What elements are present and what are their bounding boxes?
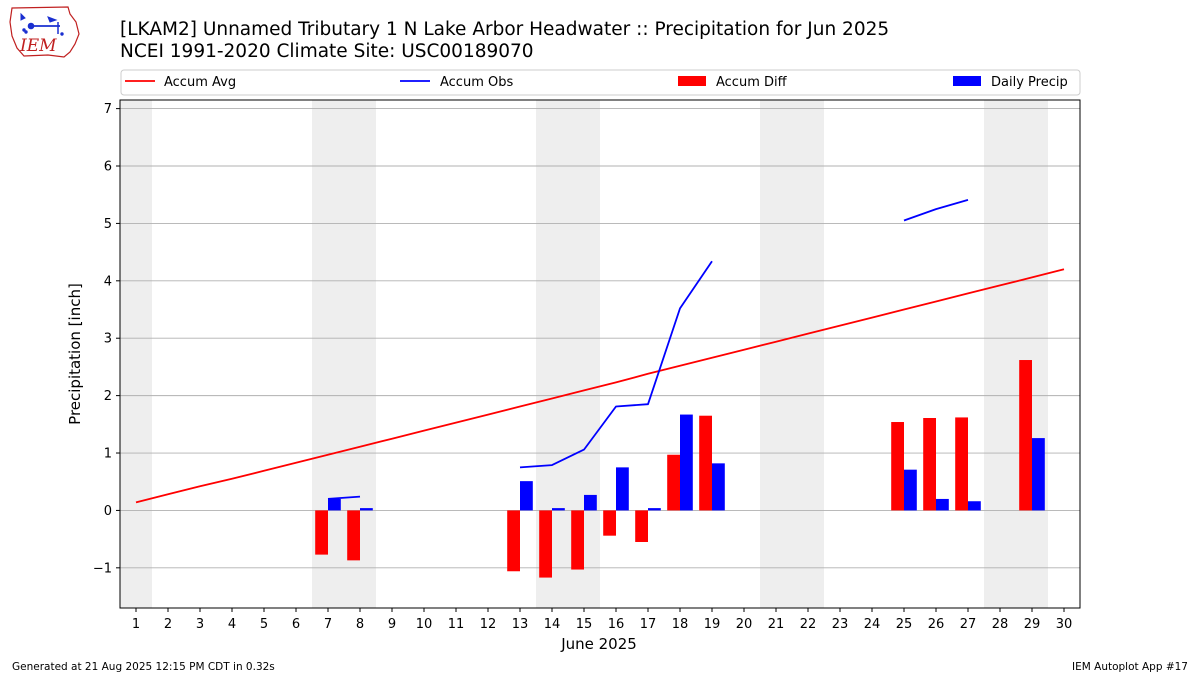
x-tick-label: 18 [672,617,689,632]
x-tick-label: 2 [164,617,172,632]
bar-accum-diff [667,454,680,511]
x-tick-label: 20 [736,617,753,632]
x-tick-label: 6 [292,617,300,632]
weekend-band-0 [120,100,152,608]
y-tick-label: 0 [104,504,112,519]
bar-daily-precip [584,494,597,511]
plot-frame [119,99,1081,609]
legend: Accum Avg Accum Obs Accum Diff Daily Pre… [120,69,1081,96]
bar-daily-precip [552,508,565,511]
iem-logo: IEM [9,6,80,58]
footer-generated: Generated at 21 Aug 2025 12:15 PM CDT in… [12,661,275,673]
bar-daily-precip [616,467,629,511]
x-tick-label: 7 [324,617,332,632]
x-tick-label: 3 [196,617,204,632]
x-tick-label: 17 [640,617,657,632]
bar-daily-precip [680,414,693,511]
x-tick-label: 22 [800,617,817,632]
y-tick-label: −1 [93,561,112,576]
lines [135,199,1065,504]
x-tick-label: 28 [992,617,1009,632]
bar-accum-diff [539,510,552,578]
x-tick-label: 9 [388,617,396,632]
x-tick-label: 21 [768,617,785,632]
legend-label-accum-obs: Accum Obs [440,75,513,90]
y-axis-label: Precipitation [inch] [66,283,84,425]
gridlines [120,108,1080,569]
x-tick-label: 5 [260,617,268,632]
x-tick-label: 8 [356,617,364,632]
bar-accum-diff [603,510,616,536]
x-tick-label: 29 [1024,617,1041,632]
y-tick-label: 4 [104,274,112,289]
x-tick-label: 4 [228,617,236,632]
x-tick-label: 16 [608,617,625,632]
x-axis-ticks: 1 2 3 4 5 6 7 8 9 10 11 12 13 14 15 16 17 18 19 20 21 22 23 24 2… [132,608,1072,632]
bar-accum-diff [923,418,936,511]
legend-swatch-accum-diff [678,76,706,86]
bar-accum-diff [347,510,360,561]
legend-swatch-daily-precip [953,76,981,86]
bar-accum-diff [571,510,584,570]
bar-accum-diff [699,415,712,511]
weekend-band-4 [984,100,1048,608]
y-tick-label: 6 [104,160,112,175]
bar-daily-precip [328,498,341,511]
x-tick-label: 1 [132,617,140,632]
x-tick-label: 26 [928,617,945,632]
y-tick-label: 7 [104,102,112,117]
line-accum-obs [327,199,969,500]
x-tick-label: 13 [512,617,529,632]
bars [315,360,1045,578]
legend-label-accum-diff: Accum Diff [716,75,788,90]
bar-accum-diff [507,510,520,572]
y-tick-label: 1 [104,447,112,462]
weekend-band-3 [760,100,824,608]
bar-daily-precip [968,501,981,511]
bar-accum-diff [635,510,648,542]
bar-accum-diff [955,417,968,511]
x-tick-label: 15 [576,617,593,632]
y-tick-label: 5 [104,217,112,232]
bar-daily-precip [936,498,949,511]
x-tick-label: 14 [544,617,561,632]
legend-box [120,69,1081,96]
bar-accum-diff [315,510,328,555]
x-tick-label: 11 [448,617,465,632]
x-tick-label: 30 [1056,617,1073,632]
x-tick-label: 25 [896,617,913,632]
y-tick-label: 3 [104,332,112,347]
bar-daily-precip [648,508,661,511]
x-tick-label: 10 [416,617,433,632]
x-axis-label: June 2025 [560,635,637,653]
line-accum-avg [135,268,1065,504]
bar-daily-precip [520,481,533,511]
x-tick-label: 23 [832,617,849,632]
bar-daily-precip [1032,438,1045,511]
x-tick-label: 27 [960,617,977,632]
bar-accum-diff [891,422,904,511]
legend-label-daily-precip: Daily Precip [991,75,1068,90]
x-tick-label: 19 [704,617,721,632]
logo-text: IEM [19,36,57,56]
bar-daily-precip [904,469,917,511]
bar-daily-precip [712,463,725,511]
bar-daily-precip [360,508,373,511]
footer-app: IEM Autoplot App #17 [1072,661,1188,673]
bar-accum-diff [1019,360,1032,511]
chart-subtitle: NCEI 1991-2020 Climate Site: USC00189070 [120,41,534,62]
legend-label-accum-avg: Accum Avg [164,75,236,90]
y-axis-ticks: −1 0 1 2 3 4 5 6 7 [93,102,120,576]
x-tick-label: 24 [864,617,881,632]
chart-title: [LKAM2] Unnamed Tributary 1 N Lake Arbor… [120,19,889,40]
y-tick-label: 2 [104,389,112,404]
x-tick-label: 12 [480,617,497,632]
